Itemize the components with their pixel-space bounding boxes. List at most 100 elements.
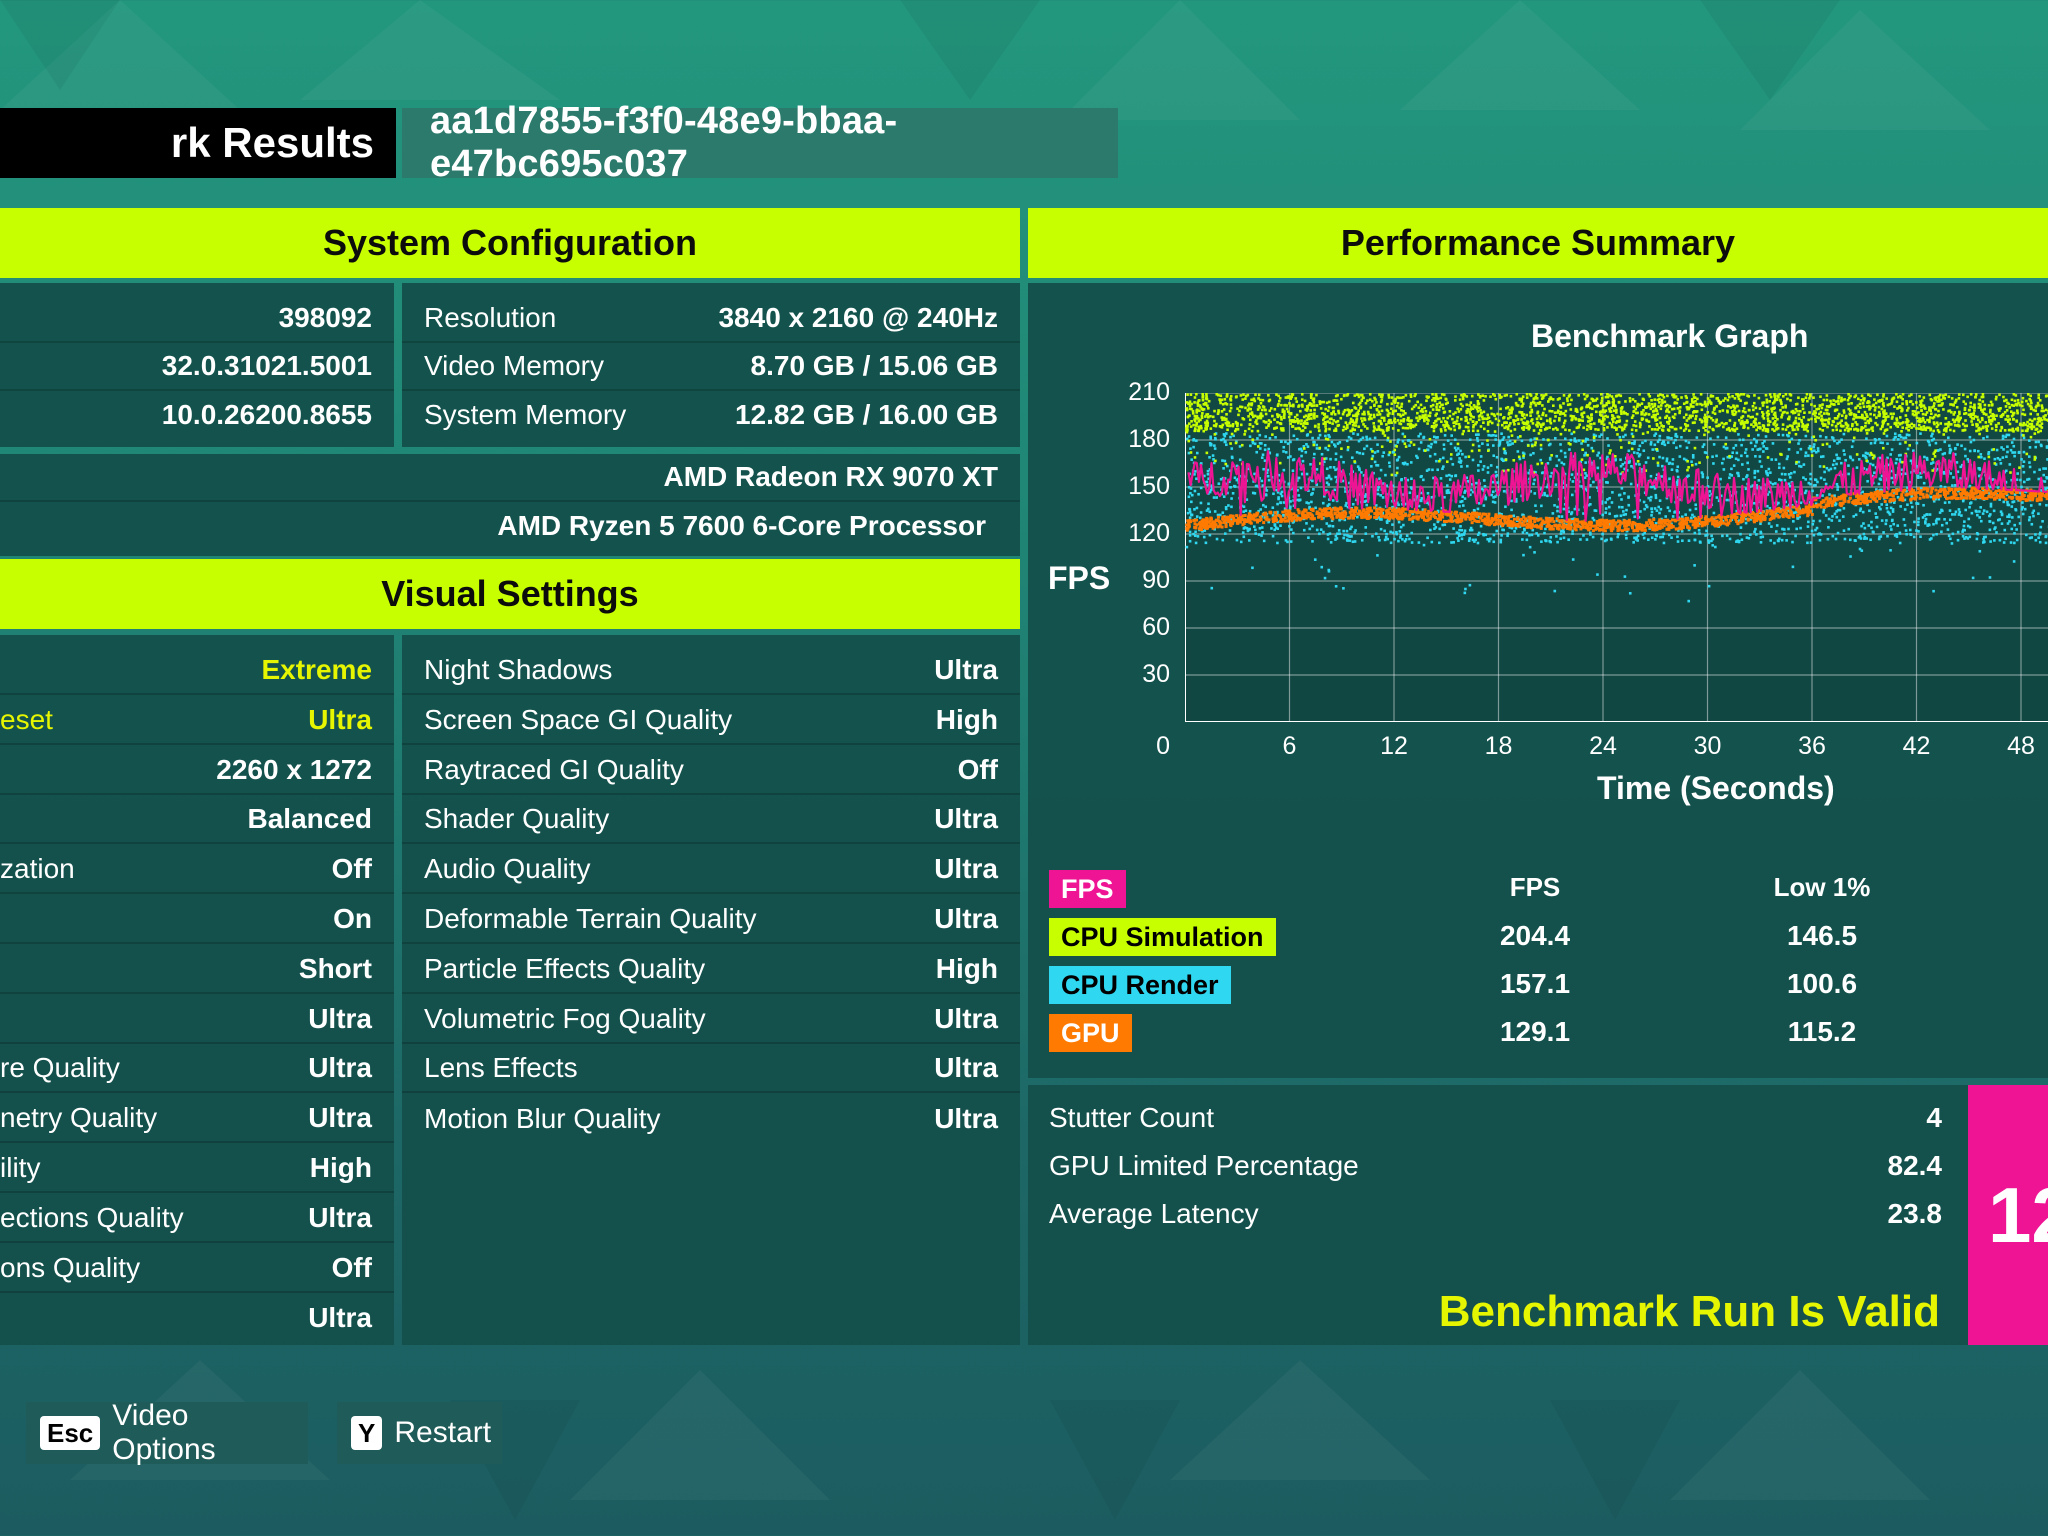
cpu-render-point bbox=[1705, 533, 1709, 537]
cpu-render-point bbox=[1699, 541, 1702, 544]
cpu-simulation-point bbox=[1942, 408, 1945, 411]
cpu-render-point bbox=[2045, 476, 2048, 479]
cpu-simulation-point bbox=[1699, 402, 1702, 406]
cpu-simulation-point bbox=[1911, 410, 1915, 413]
cpu-render-point bbox=[1494, 475, 1497, 478]
cpu-simulation-point bbox=[1351, 428, 1355, 431]
cpu-simulation-point bbox=[1949, 403, 1952, 406]
cpu-simulation-point bbox=[1766, 428, 1770, 431]
cpu-simulation-point bbox=[1294, 397, 1298, 400]
cpu-render-point bbox=[1385, 532, 1388, 536]
cpu-render-point bbox=[1656, 464, 1660, 467]
cpu-render-point bbox=[1659, 535, 1662, 539]
cpu-simulation-point bbox=[1771, 401, 1775, 405]
cpu-render-point bbox=[1189, 487, 1193, 490]
cpu-simulation-point bbox=[1399, 422, 1403, 426]
cpu-render-point bbox=[1239, 540, 1243, 544]
cpu-simulation-point bbox=[1758, 407, 1762, 410]
cpu-simulation-point bbox=[1695, 414, 1698, 418]
cpu-simulation-point bbox=[1620, 412, 1623, 416]
cpu-simulation-point bbox=[1631, 414, 1635, 417]
cpu-render-point bbox=[1702, 501, 1705, 505]
cpu-simulation-point bbox=[1837, 395, 1841, 398]
cpu-render-point bbox=[1312, 487, 1315, 491]
cpu-render-point bbox=[1725, 534, 1729, 537]
cpu-render-point bbox=[1357, 439, 1361, 443]
cpu-render-point bbox=[1434, 526, 1438, 529]
cpu-render-point bbox=[1381, 454, 1384, 458]
cpu-render-point bbox=[1342, 460, 1345, 464]
cpu-simulation-point bbox=[1904, 414, 1908, 417]
cpu-render-point bbox=[1261, 484, 1265, 487]
cpu-render-point bbox=[1634, 538, 1638, 541]
cpu-render-point bbox=[1849, 555, 1852, 558]
cpu-render-point bbox=[1610, 538, 1613, 541]
cpu-render-point bbox=[1879, 507, 1882, 511]
cpu-render-point bbox=[1187, 485, 1191, 489]
cpu-render-point bbox=[1871, 530, 1875, 534]
cpu-render-point bbox=[1850, 445, 1854, 449]
cpu-simulation-point bbox=[1467, 429, 1471, 433]
cpu-render-point bbox=[1479, 460, 1482, 463]
cpu-render-point bbox=[1984, 535, 1987, 539]
cpu-simulation-point bbox=[2033, 432, 2037, 435]
cpu-simulation-point bbox=[1696, 397, 1699, 401]
cpu-simulation-point bbox=[1963, 406, 1967, 410]
cpu-render-point bbox=[1732, 446, 1735, 450]
cpu-simulation-point bbox=[1369, 413, 1373, 417]
cpu-simulation-point bbox=[1486, 429, 1490, 433]
cpu-simulation-point bbox=[1439, 396, 1443, 400]
cpu-render-point bbox=[1583, 476, 1587, 480]
cpu-simulation-point bbox=[1193, 427, 1197, 430]
cpu-simulation-point bbox=[2003, 410, 2007, 414]
cpu-simulation-point bbox=[1765, 411, 1769, 414]
cpu-simulation-point bbox=[1615, 427, 1618, 430]
cpu-render-point bbox=[1373, 451, 1377, 454]
cpu-simulation-point bbox=[1199, 424, 1203, 428]
cpu-render-point bbox=[1373, 460, 1377, 464]
cpu-simulation-point bbox=[1207, 415, 1210, 419]
cpu-simulation-point bbox=[1938, 400, 1941, 403]
cpu-render-point bbox=[1188, 510, 1192, 514]
cpu-simulation-point bbox=[1259, 398, 1262, 402]
cpu-render-point bbox=[1916, 476, 1920, 479]
cpu-simulation-point bbox=[1300, 393, 1304, 396]
cpu-simulation-point bbox=[1905, 426, 1908, 430]
cpu-render-point bbox=[1230, 497, 1233, 500]
cpu-simulation-point bbox=[1206, 404, 1209, 408]
cpu-simulation-point bbox=[1847, 396, 1851, 400]
cpu-render-point bbox=[1654, 538, 1657, 541]
cpu-simulation-point bbox=[2009, 471, 2012, 474]
cpu-render-point bbox=[1836, 488, 1839, 491]
cpu-simulation-point bbox=[2029, 435, 2033, 439]
cpu-render-point bbox=[1264, 486, 1267, 490]
cpu-simulation-point bbox=[1932, 404, 1936, 408]
cpu-simulation-point bbox=[1981, 410, 1984, 413]
cpu-simulation-point bbox=[1678, 405, 1682, 409]
cpu-render-point bbox=[1217, 482, 1221, 486]
cpu-simulation-point bbox=[1936, 423, 1940, 427]
cpu-render-point bbox=[1855, 466, 1859, 469]
cpu-render-point bbox=[1487, 539, 1491, 543]
cpu-simulation-point bbox=[1499, 407, 1502, 411]
cpu-simulation-point bbox=[1485, 417, 1489, 421]
cpu-render-point bbox=[1954, 510, 1958, 514]
visual-setting-row: On bbox=[0, 896, 394, 944]
cpu-render-point bbox=[1557, 515, 1561, 518]
setting-label: ections Quality bbox=[0, 1201, 184, 1233]
cpu-render-point bbox=[1943, 485, 1947, 489]
cpu-render-point bbox=[1364, 532, 1368, 536]
cpu-render-point bbox=[1327, 476, 1331, 479]
cpu-render-point bbox=[1841, 515, 1845, 518]
cpu-render-point bbox=[1979, 506, 1983, 509]
cpu-render-point bbox=[1473, 509, 1476, 513]
cpu-simulation-point bbox=[1741, 409, 1745, 413]
setting-value: Off bbox=[957, 753, 998, 785]
cpu-simulation-point bbox=[1464, 415, 1467, 419]
cpu-render-point bbox=[1510, 526, 1514, 530]
cpu-render-point bbox=[1732, 464, 1736, 467]
cpu-simulation-point bbox=[1276, 413, 1279, 416]
cpu-simulation-point bbox=[1496, 412, 1499, 416]
cpu-simulation-point bbox=[1850, 411, 1853, 415]
cpu-simulation-point bbox=[1301, 424, 1305, 428]
